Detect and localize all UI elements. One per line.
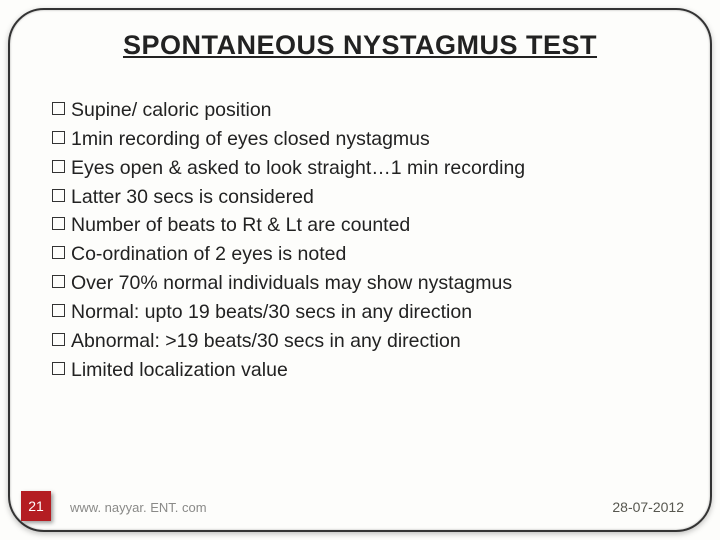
checkbox-icon [52,217,65,230]
bullet-list: Supine/ caloric position 1min recording … [52,96,680,385]
checkbox-icon [52,304,65,317]
list-item: Limited localization value [52,356,680,385]
checkbox-icon [52,102,65,115]
list-item: Supine/ caloric position [52,96,680,125]
checkbox-icon [52,131,65,144]
list-item: Normal: upto 19 beats/30 secs in any dir… [52,298,680,327]
bullet-text: Limited localization value [71,356,288,385]
list-item: 1min recording of eyes closed nystagmus [52,125,680,154]
checkbox-icon [52,333,65,346]
bullet-text: Supine/ caloric position [71,96,272,125]
bullet-text: Normal: upto 19 beats/30 secs in any dir… [71,298,472,327]
checkbox-icon [52,189,65,202]
slide-title: SPONTANEOUS NYSTAGMUS TEST [0,30,720,61]
list-item: Number of beats to Rt & Lt are counted [52,211,680,240]
list-item: Eyes open & asked to look straight…1 min… [52,154,680,183]
list-item: Over 70% normal individuals may show nys… [52,269,680,298]
checkbox-icon [52,275,65,288]
page-number-badge: 21 [21,491,51,521]
bullet-text: Abnormal: >19 beats/30 secs in any direc… [71,327,461,356]
bullet-text: 1min recording of eyes closed nystagmus [71,125,430,154]
list-item: Co-ordination of 2 eyes is noted [52,240,680,269]
list-item: Abnormal: >19 beats/30 secs in any direc… [52,327,680,356]
bullet-text: Co-ordination of 2 eyes is noted [71,240,346,269]
list-item: Latter 30 secs is considered [52,183,680,212]
footer-url: www. nayyar. ENT. com [70,500,207,515]
checkbox-icon [52,160,65,173]
bullet-text: Eyes open & asked to look straight…1 min… [71,154,525,183]
footer-date: 28-07-2012 [612,499,684,515]
checkbox-icon [52,246,65,259]
bullet-text: Over 70% normal individuals may show nys… [71,269,512,298]
bullet-text: Latter 30 secs is considered [71,183,314,212]
checkbox-icon [52,362,65,375]
bullet-text: Number of beats to Rt & Lt are counted [71,211,410,240]
